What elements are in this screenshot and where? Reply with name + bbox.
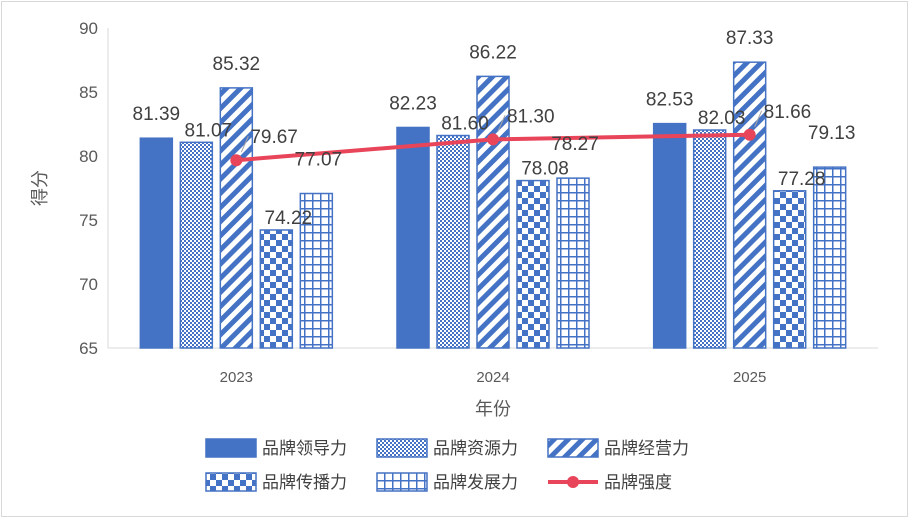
bar-value-label: 82.03 — [698, 108, 746, 129]
bar-value-label: 85.32 — [213, 54, 261, 75]
legend-swatch — [205, 472, 257, 492]
bar-value-label: 77.07 — [295, 150, 343, 171]
line-layer — [230, 110, 763, 167]
bar — [259, 229, 294, 349]
y-tick-label: 65 — [79, 339, 98, 358]
bar — [299, 192, 334, 349]
bar — [516, 179, 550, 349]
bar — [219, 87, 254, 349]
bar — [139, 137, 174, 349]
leader-line — [240, 136, 249, 153]
bar-value-label: 81.60 — [441, 114, 489, 135]
line-point — [487, 133, 499, 146]
legend-item: 品牌经营力 — [547, 438, 689, 459]
leader-line — [497, 115, 506, 132]
line-value-label: 81.66 — [764, 102, 812, 123]
x-tick-labels: 2023 2024 2025 — [220, 369, 767, 386]
bar — [692, 129, 727, 349]
line-value-label: 79.67 — [250, 127, 298, 148]
bar-value-label: 79.13 — [808, 123, 856, 144]
bar-value-label: 86.22 — [469, 42, 517, 63]
x-axis-title: 年份 — [475, 399, 511, 420]
legend-label: 品牌资源力 — [433, 439, 518, 459]
y-tick-label: 90 — [79, 19, 98, 38]
x-tick-label: 2024 — [476, 369, 509, 386]
x-tick-label: 2023 — [220, 369, 253, 386]
bar — [476, 75, 510, 349]
bar-value-label: 74.22 — [265, 208, 313, 229]
bar — [652, 122, 687, 349]
bar-value-label: 81.07 — [185, 120, 233, 141]
leader-line — [754, 110, 763, 127]
y-tick-label: 75 — [79, 211, 98, 230]
bar — [732, 61, 767, 349]
legend-swatch — [376, 438, 428, 458]
bar-value-label: 77.28 — [778, 169, 826, 190]
legend-label: 品牌经营力 — [604, 439, 689, 459]
bar — [179, 141, 214, 349]
legend-label: 品牌传播力 — [262, 473, 347, 493]
bars-layer — [139, 61, 847, 349]
legend-label: 品牌领导力 — [262, 439, 347, 459]
legend-marker — [567, 476, 579, 488]
legend-label: 品牌强度 — [604, 473, 672, 493]
legend-item: 品牌资源力 — [376, 438, 518, 459]
legend-swatch — [205, 438, 257, 458]
legend-item: 品牌强度 — [548, 473, 672, 493]
legend-item: 品牌传播力 — [205, 472, 347, 493]
x-tick-label: 2025 — [733, 369, 766, 386]
bar-value-label: 82.23 — [389, 93, 437, 114]
bar-value-label: 78.08 — [521, 159, 569, 180]
bar-value-label: 78.27 — [551, 134, 599, 155]
bar-value-label: 81.39 — [133, 104, 181, 125]
legend-swatch — [376, 472, 428, 492]
line-point — [230, 154, 243, 167]
y-tick-label: 70 — [79, 275, 98, 294]
bar — [396, 126, 430, 349]
line-value-label: 81.30 — [507, 106, 555, 127]
y-tick-label: 85 — [79, 83, 98, 102]
bar — [812, 166, 847, 349]
legend-item: 品牌发展力 — [376, 472, 518, 493]
bar-value-label: 87.33 — [726, 28, 774, 49]
y-axis-title: 得分 — [30, 170, 51, 206]
legend-item: 品牌领导力 — [205, 438, 347, 459]
legend-label: 品牌发展力 — [433, 473, 518, 493]
bar — [772, 190, 807, 349]
bar — [556, 177, 590, 349]
legend-swatch — [547, 438, 599, 458]
y-tick-labels: 65 70 75 80 85 90 — [79, 19, 98, 358]
bar-value-label: 82.53 — [646, 90, 694, 111]
bar — [436, 134, 470, 349]
line-point — [743, 128, 756, 141]
y-tick-label: 80 — [79, 147, 98, 166]
